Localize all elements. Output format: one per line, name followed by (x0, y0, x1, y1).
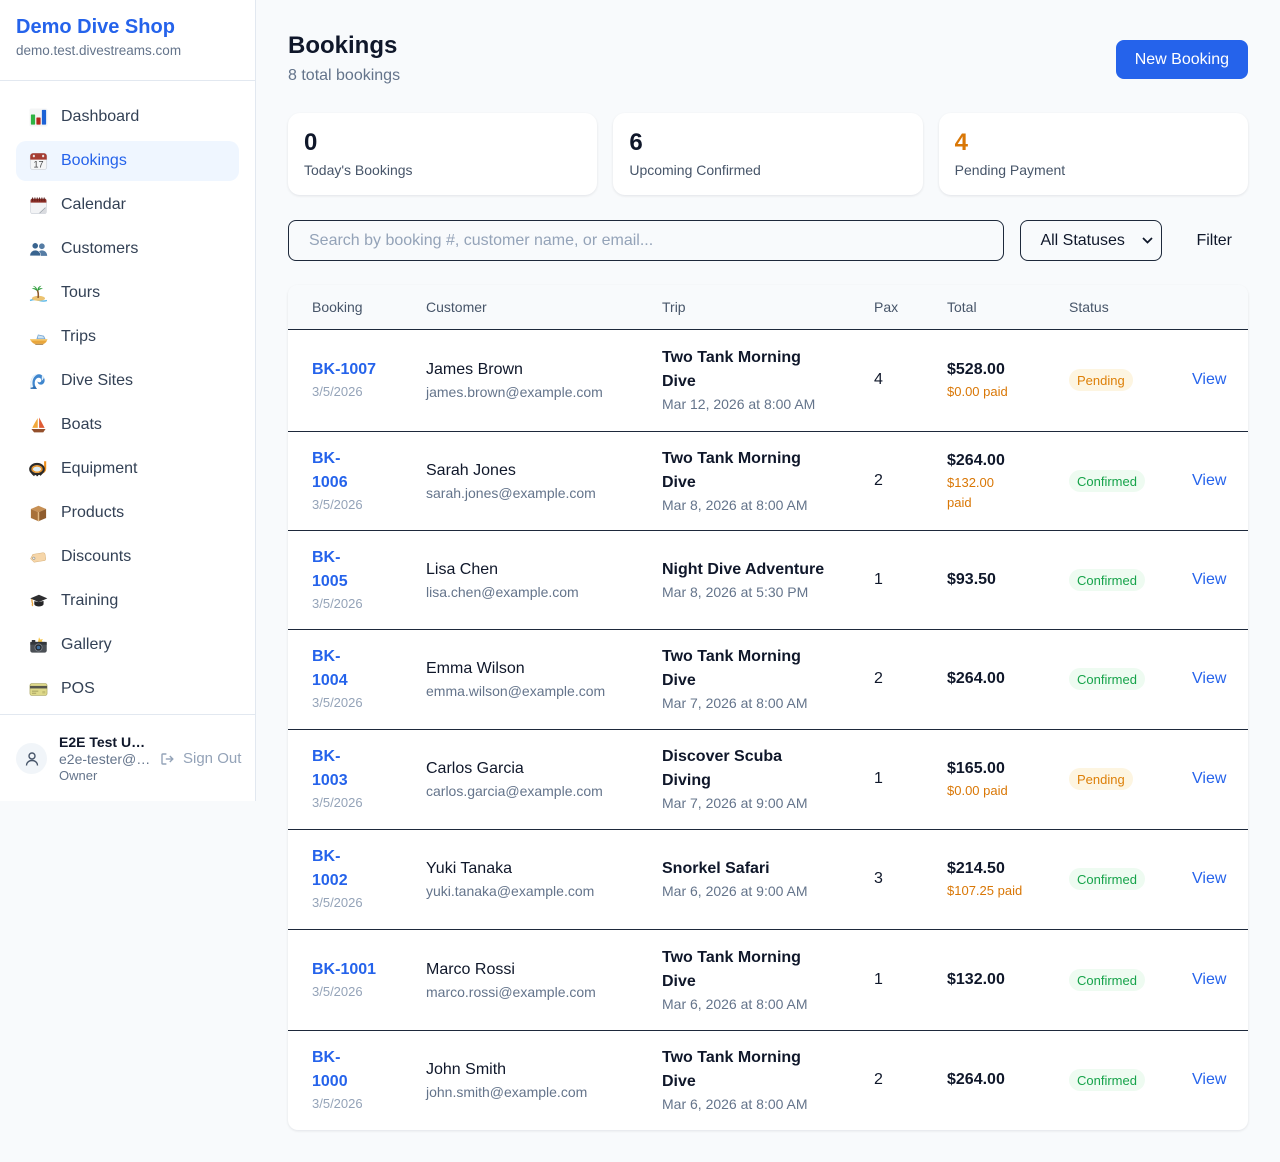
svg-text:17: 17 (33, 159, 43, 169)
